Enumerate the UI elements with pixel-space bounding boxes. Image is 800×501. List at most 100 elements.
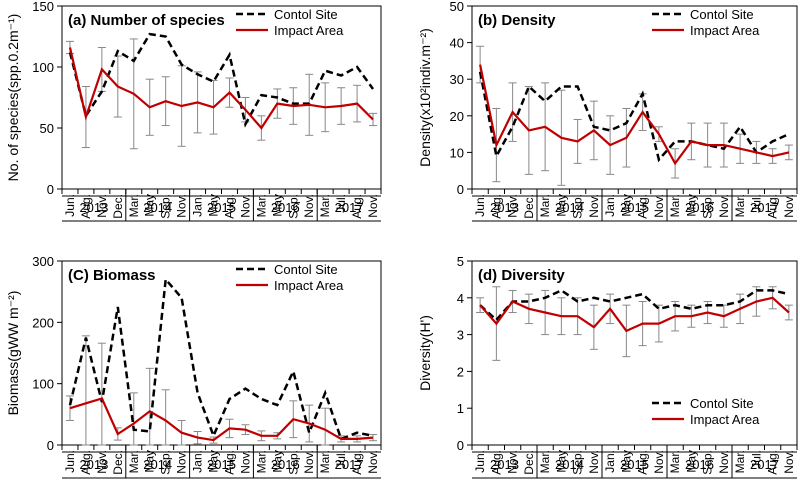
x-tick-label: Mar.	[733, 194, 747, 217]
x-tick-label: Dec.	[111, 450, 125, 475]
x-tick-label: May	[619, 450, 633, 473]
y-tick-label: 50	[450, 0, 464, 14]
x-tick-label: Aug.	[222, 450, 236, 475]
legend-label-control: Contol Site	[690, 396, 754, 411]
y-tick-label: 0	[47, 182, 54, 197]
chart-title: (d) Diversity	[478, 267, 565, 284]
year-label: 2015	[620, 457, 649, 472]
x-tick-label: Mar.	[668, 450, 682, 473]
chart-title: (b) Density	[478, 12, 556, 29]
x-tick-label: Nov.	[366, 450, 380, 474]
x-tick-label: May	[143, 194, 157, 217]
x-tick-label: Mar.	[318, 194, 332, 217]
x-tick-label: Jul.	[749, 450, 763, 469]
y-tick-label: 3	[457, 328, 464, 343]
x-tick-label: Nov.	[302, 450, 316, 474]
x-tick-label: Mar.	[668, 194, 682, 217]
x-tick-label: Sep.	[571, 194, 585, 219]
y-axis-label: No. of species(spp.0.2m⁻¹)	[5, 14, 21, 182]
x-tick-label: Sep.	[286, 194, 300, 219]
x-tick-label: Mar.	[254, 194, 268, 217]
year-label: 2013	[79, 457, 108, 472]
x-tick-label: Sep.	[571, 450, 585, 475]
x-tick-label: Jan.	[603, 450, 617, 473]
x-tick-label: Mar.	[538, 194, 552, 217]
x-tick-label: Aug.	[636, 450, 650, 475]
year-label: 2015	[620, 200, 649, 215]
x-tick-label: May	[619, 194, 633, 217]
x-tick-label: Nov.	[175, 450, 189, 474]
y-axis-label: Density(x10²indiv.m⁻²)	[417, 28, 433, 167]
y-tick-label: 0	[47, 438, 54, 453]
x-tick-label: May	[143, 450, 157, 473]
x-tick-label: Aug.	[79, 450, 93, 475]
year-label: 2017	[335, 457, 364, 472]
y-tick-label: 40	[450, 36, 464, 51]
x-tick-label: Dec.	[522, 194, 536, 219]
x-tick-label: Nov.	[587, 194, 601, 218]
x-tick-label: Nov.	[652, 194, 666, 218]
x-tick-label: Nov.	[302, 194, 316, 218]
x-tick-label: Aug.	[79, 194, 93, 219]
y-tick-label: 0	[457, 182, 464, 197]
y-axis-label: Diversity(H')	[417, 315, 433, 391]
x-tick-label: Jul.	[334, 194, 348, 213]
legend-label-impact: Impact Area	[274, 278, 344, 293]
year-label: 2013	[490, 200, 519, 215]
y-tick-label: 100	[32, 60, 54, 75]
y-tick-label: 150	[32, 0, 54, 14]
x-tick-label: Mar.	[254, 450, 268, 473]
y-tick-label: 0	[457, 438, 464, 453]
x-tick-label: May	[207, 194, 221, 217]
year-label: 2014	[143, 457, 172, 472]
x-tick-label: Aug.	[766, 194, 780, 219]
control-site-line	[68, 276, 374, 441]
x-tick-label: Nov.	[95, 194, 109, 218]
x-tick-label: May	[270, 450, 284, 473]
x-tick-label: Jul.	[749, 194, 763, 213]
x-tick-label: Aug.	[489, 450, 503, 475]
x-tick-label: Jun.	[63, 450, 77, 473]
x-tick-label: May	[554, 450, 568, 473]
year-label: 2013	[490, 457, 519, 472]
legend-label-control: Contol Site	[274, 262, 338, 277]
year-label: 2016	[271, 200, 300, 215]
x-tick-label: Jan.	[191, 450, 205, 473]
control-site-line	[478, 71, 790, 163]
x-tick-label: Mar.	[538, 450, 552, 473]
x-tick-label: Nov.	[782, 450, 796, 474]
impact-area-line	[68, 47, 374, 130]
x-tick-label: Nov.	[238, 450, 252, 474]
x-tick-label: Nov.	[782, 194, 796, 218]
x-tick-label: Dec.	[111, 194, 125, 219]
x-tick-label: Jan.	[603, 194, 617, 217]
x-tick-label: May	[554, 194, 568, 217]
legend-label-control: Contol Site	[274, 7, 338, 22]
x-tick-label: Nov.	[95, 450, 109, 474]
year-label: 2014	[555, 457, 584, 472]
x-tick-label: Aug.	[350, 194, 364, 219]
x-tick-label: Sep.	[159, 194, 173, 219]
x-tick-label: Nov.	[238, 194, 252, 218]
x-tick-label: Sep.	[159, 450, 173, 475]
x-tick-label: Mar.	[127, 194, 141, 217]
y-tick-label: 1	[457, 401, 464, 416]
y-tick-label: 10	[450, 145, 464, 160]
x-tick-label: Nov.	[717, 194, 731, 218]
x-tick-label: Aug.	[350, 450, 364, 475]
impact-area-line	[479, 64, 790, 166]
chart-title: (a) Number of species	[68, 12, 225, 29]
y-tick-label: 4	[457, 291, 464, 306]
x-tick-label: Aug.	[489, 194, 503, 219]
year-label: 2016	[685, 457, 714, 472]
chart-title: (C) Biomass	[68, 267, 156, 284]
year-label: 2017	[750, 200, 779, 215]
y-axis-label: Biomass(gWW m⁻²)	[5, 291, 21, 416]
year-label: 2014	[555, 200, 584, 215]
x-tick-label: Jun.	[63, 194, 77, 217]
x-tick-label: Jan.	[191, 194, 205, 217]
x-tick-label: Nov.	[175, 194, 189, 218]
